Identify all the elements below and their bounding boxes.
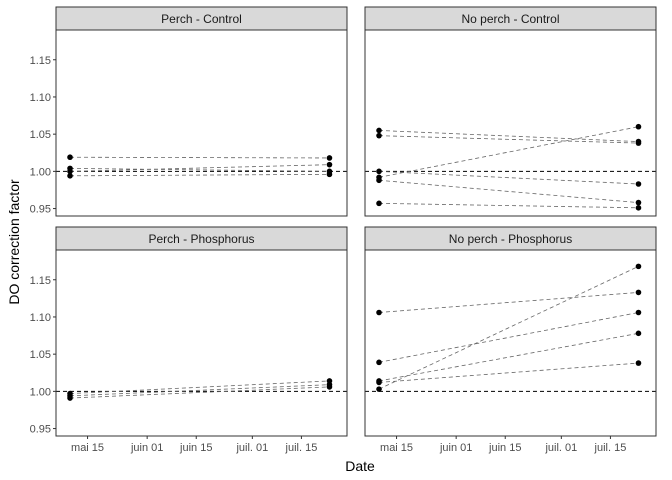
facet-panel: No perch - Control <box>364 6 657 217</box>
series-line <box>70 380 330 394</box>
data-point <box>326 161 333 168</box>
panel-title: No perch - Phosphorus <box>449 232 572 246</box>
data-point <box>376 386 382 392</box>
series-line <box>70 386 330 399</box>
facet-panel: No perch - Phosphorus <box>364 226 657 437</box>
x-tick-label: juin 01 <box>439 442 472 454</box>
y-tick-label: 1.15 <box>30 275 51 287</box>
data-point <box>376 359 382 366</box>
series-line <box>378 362 639 383</box>
x-tick-label: juin 15 <box>488 442 521 454</box>
x-tick-label: juin 01 <box>130 442 163 454</box>
series-line <box>70 384 330 397</box>
series-line <box>70 173 330 177</box>
series-line <box>70 164 330 172</box>
series-line <box>379 202 639 209</box>
facet-panel: Perch - Control <box>55 6 348 217</box>
x-axis-title: Date <box>345 458 375 474</box>
panel-border <box>55 29 348 217</box>
series-line <box>378 312 639 363</box>
data-point <box>67 173 73 179</box>
data-point <box>635 360 642 366</box>
y-tick-label: 1.10 <box>30 92 51 104</box>
data-point <box>635 140 642 146</box>
y-tick-label: 1.15 <box>30 55 51 67</box>
data-point <box>635 181 642 187</box>
panel-border <box>55 249 348 437</box>
data-point <box>376 127 382 134</box>
series-line <box>379 135 639 144</box>
y-tick-label: 1.10 <box>30 312 51 324</box>
y-tick-label: 1.05 <box>30 129 51 141</box>
panel-background <box>56 30 347 216</box>
data-point <box>376 177 382 184</box>
x-tick-label: juil. 01 <box>235 442 268 454</box>
data-point <box>635 330 642 337</box>
series-line <box>70 167 330 172</box>
data-point <box>635 205 642 211</box>
facet-panels: Perch - Control No perch - Control Perch -… <box>55 6 657 437</box>
y-tick-label: 1.05 <box>30 349 51 361</box>
series-line <box>378 332 639 382</box>
facet-panel: Perch - Phosphorus <box>55 226 348 437</box>
x-tick-label: juil. 15 <box>594 442 627 454</box>
panel-background <box>56 250 347 436</box>
panel-title: No perch - Control <box>461 12 559 26</box>
data-point <box>376 379 382 386</box>
data-point <box>376 168 382 175</box>
y-tick-label: 0.95 <box>30 424 51 436</box>
x-tick-label: mai 15 <box>380 442 413 454</box>
data-point <box>67 395 73 401</box>
panel-border <box>364 29 657 217</box>
data-point <box>635 309 642 316</box>
data-point <box>376 200 382 207</box>
series-line <box>378 266 639 390</box>
y-axis: 0.95 1.00 1.05 1.10 1.15 0.95 1.00 1.05 1.10 1.15 <box>30 55 56 436</box>
panel-title: Perch - Phosphorus <box>148 232 254 246</box>
x-axis: mai 15 juin 01 juin 15 juil. 01 juil. 15 mai … <box>71 436 626 454</box>
y-tick-label: 0.95 <box>30 204 51 216</box>
series-line <box>378 292 639 313</box>
series-line <box>379 170 639 185</box>
y-tick-label: 1.00 <box>30 386 51 398</box>
x-tick-label: juil. 15 <box>285 442 318 454</box>
data-point <box>326 384 333 390</box>
data-point <box>67 154 73 161</box>
data-point <box>635 123 642 130</box>
data-point <box>635 199 642 206</box>
panel-background <box>365 30 656 216</box>
data-point <box>326 171 333 178</box>
series-line <box>378 179 639 204</box>
x-tick-label: juin 15 <box>179 442 212 454</box>
panel-background <box>365 250 656 436</box>
data-point <box>635 289 642 296</box>
x-tick-label: mai 15 <box>71 442 104 454</box>
series-line <box>70 156 330 159</box>
panel-border <box>364 249 657 437</box>
data-point <box>326 155 333 161</box>
series-line <box>379 130 639 142</box>
data-point <box>635 263 642 270</box>
x-tick-label: juil. 01 <box>544 442 577 454</box>
data-point <box>376 309 382 316</box>
data-point <box>67 168 73 175</box>
y-tick-label: 1.00 <box>30 166 51 178</box>
y-axis-title: DO correction factor <box>6 179 22 305</box>
series-line <box>378 126 639 178</box>
panel-title: Perch - Control <box>161 12 242 26</box>
data-point <box>376 132 382 139</box>
